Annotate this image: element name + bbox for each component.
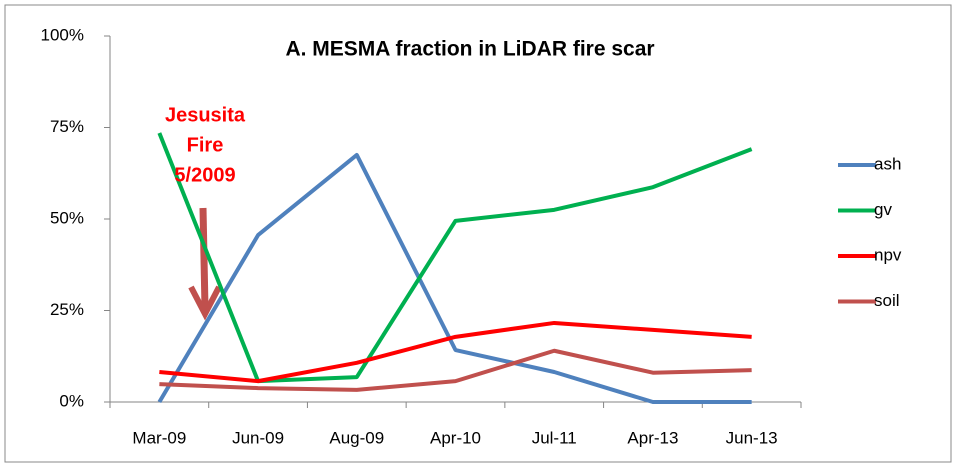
annotation: 5/2009 (174, 164, 235, 186)
x-tick-label: Jun-09 (232, 428, 284, 447)
x-tick-label: Apr-10 (430, 428, 481, 447)
y-tick-label: 50% (50, 208, 84, 227)
legend-label: ash (874, 154, 901, 173)
legend-label: soil (874, 291, 900, 310)
annotation-arrow (188, 207, 222, 321)
x-tick-label: Mar-09 (132, 428, 186, 447)
chart-title: A. MESMA fraction in LiDAR fire scar (285, 38, 654, 61)
y-tick-label: 25% (50, 300, 84, 319)
y-tick-label: 75% (50, 117, 84, 136)
series-line (159, 348, 752, 392)
x-tick-label: Jul-11 (532, 428, 577, 447)
y-tick-label: 0% (59, 391, 84, 410)
series-line (159, 320, 752, 384)
y-tick-label: 100% (41, 25, 84, 44)
x-tick-label: Apr-13 (627, 428, 678, 447)
chart-border (4, 4, 952, 463)
legend-label: gv (874, 200, 892, 219)
legend-label: npv (874, 245, 902, 264)
x-tick-label: Jun-13 (726, 428, 778, 447)
annotation: Jesusita (165, 104, 246, 126)
x-tick-label: Aug-09 (329, 428, 384, 447)
series-line (157, 152, 752, 404)
annotation: Fire (187, 134, 224, 156)
